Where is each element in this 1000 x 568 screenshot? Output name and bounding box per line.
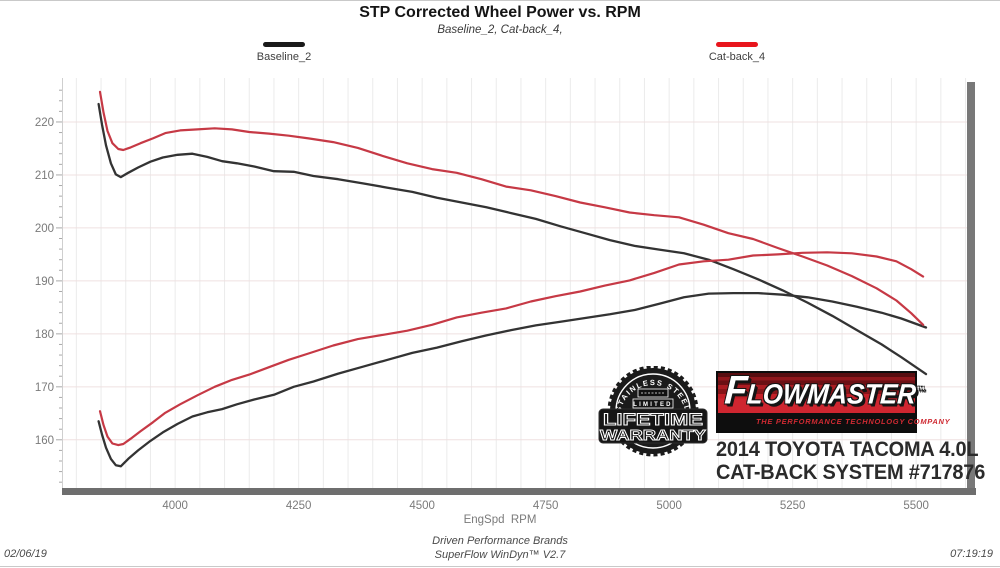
x-tick-label: 4250 — [286, 500, 312, 512]
footer-brand-line: Driven Performance Brands — [432, 535, 568, 547]
y-tick-label: 170 — [35, 382, 54, 394]
legend-entry-catback: Cat-back_4 — [687, 42, 787, 65]
badge-limited-text: LIMITED — [633, 402, 672, 408]
x-tick-label: 5000 — [656, 500, 682, 512]
badge-limited-banner — [632, 398, 674, 409]
legend-entry-baseline: Baseline_2 — [234, 42, 334, 65]
vehicle-line-2: CAT-BACK SYSTEM #717876 — [716, 461, 986, 484]
x-tick-label: 5250 — [780, 500, 806, 512]
top-border-line — [0, 0, 1000, 1]
footer-date: 02/06/19 — [4, 548, 47, 560]
chart-title: STP Corrected Wheel Power vs. RPM — [359, 4, 641, 21]
vehicle-description: 2014 TOYOTA TACOMA 4.0L CAT-BACK SYSTEM … — [716, 438, 986, 484]
bottom-border-line — [0, 566, 1000, 567]
badge-plaque — [598, 408, 708, 444]
curve-baseline-2-torque — [97, 102, 928, 376]
x-tick-label: 4750 — [533, 500, 559, 512]
x-tick-label: 4500 — [409, 500, 435, 512]
chart-subtitle: Baseline_2, Cat-back_4, — [437, 24, 563, 36]
badge-warranty-text: WARRANTY — [600, 427, 706, 444]
footer-time: 07:19:19 — [950, 548, 993, 560]
legend-label-catback: Cat-back_4 — [708, 51, 766, 63]
flowmaster-brand-rest: LOWMASTER — [746, 378, 917, 410]
y-tick-label: 210 — [35, 170, 54, 182]
y-tick-label: 180 — [35, 329, 54, 341]
legend-swatch-catback — [716, 42, 758, 47]
curve-cat-back-4-torque — [98, 90, 925, 326]
right-axis-bar — [967, 82, 975, 495]
y-tick-label: 220 — [35, 117, 54, 129]
x-axis-title: EngSpd RPM — [463, 514, 537, 526]
flowmaster-black-band: THE PERFORMANCE TECHNOLOGY COMPANY — [718, 413, 951, 431]
curve-baseline-2-power — [97, 291, 928, 468]
flowmaster-trademark: ™ — [915, 385, 925, 395]
y-tick-label: 160 — [35, 435, 54, 447]
flowmaster-tagline: THE PERFORMANCE TECHNOLOGY COMPANY — [756, 417, 951, 426]
legend-label-baseline: Baseline_2 — [256, 51, 312, 63]
legend-swatch-baseline — [263, 42, 305, 47]
x-tick-label: 4000 — [162, 500, 188, 512]
y-tick-label: 200 — [35, 223, 54, 235]
flowmaster-logo: FLOWMASTER™ THE PERFORMANCE TECHNOLOGY C… — [716, 368, 951, 433]
x-axis-bar — [62, 488, 976, 495]
footer-software-line: SuperFlow WinDyn™ V2.7 — [434, 549, 566, 561]
y-tick-label: 190 — [35, 276, 54, 288]
x-tick-label: 5500 — [903, 500, 929, 512]
flowmaster-brand-text: FLOWMASTER™ — [723, 368, 926, 412]
curve-cat-back-4-power — [98, 251, 925, 447]
badge-lifetime-text: LIFETIME — [603, 410, 703, 429]
vehicle-line-1: 2014 TOYOTA TACOMA 4.0L — [716, 438, 979, 461]
